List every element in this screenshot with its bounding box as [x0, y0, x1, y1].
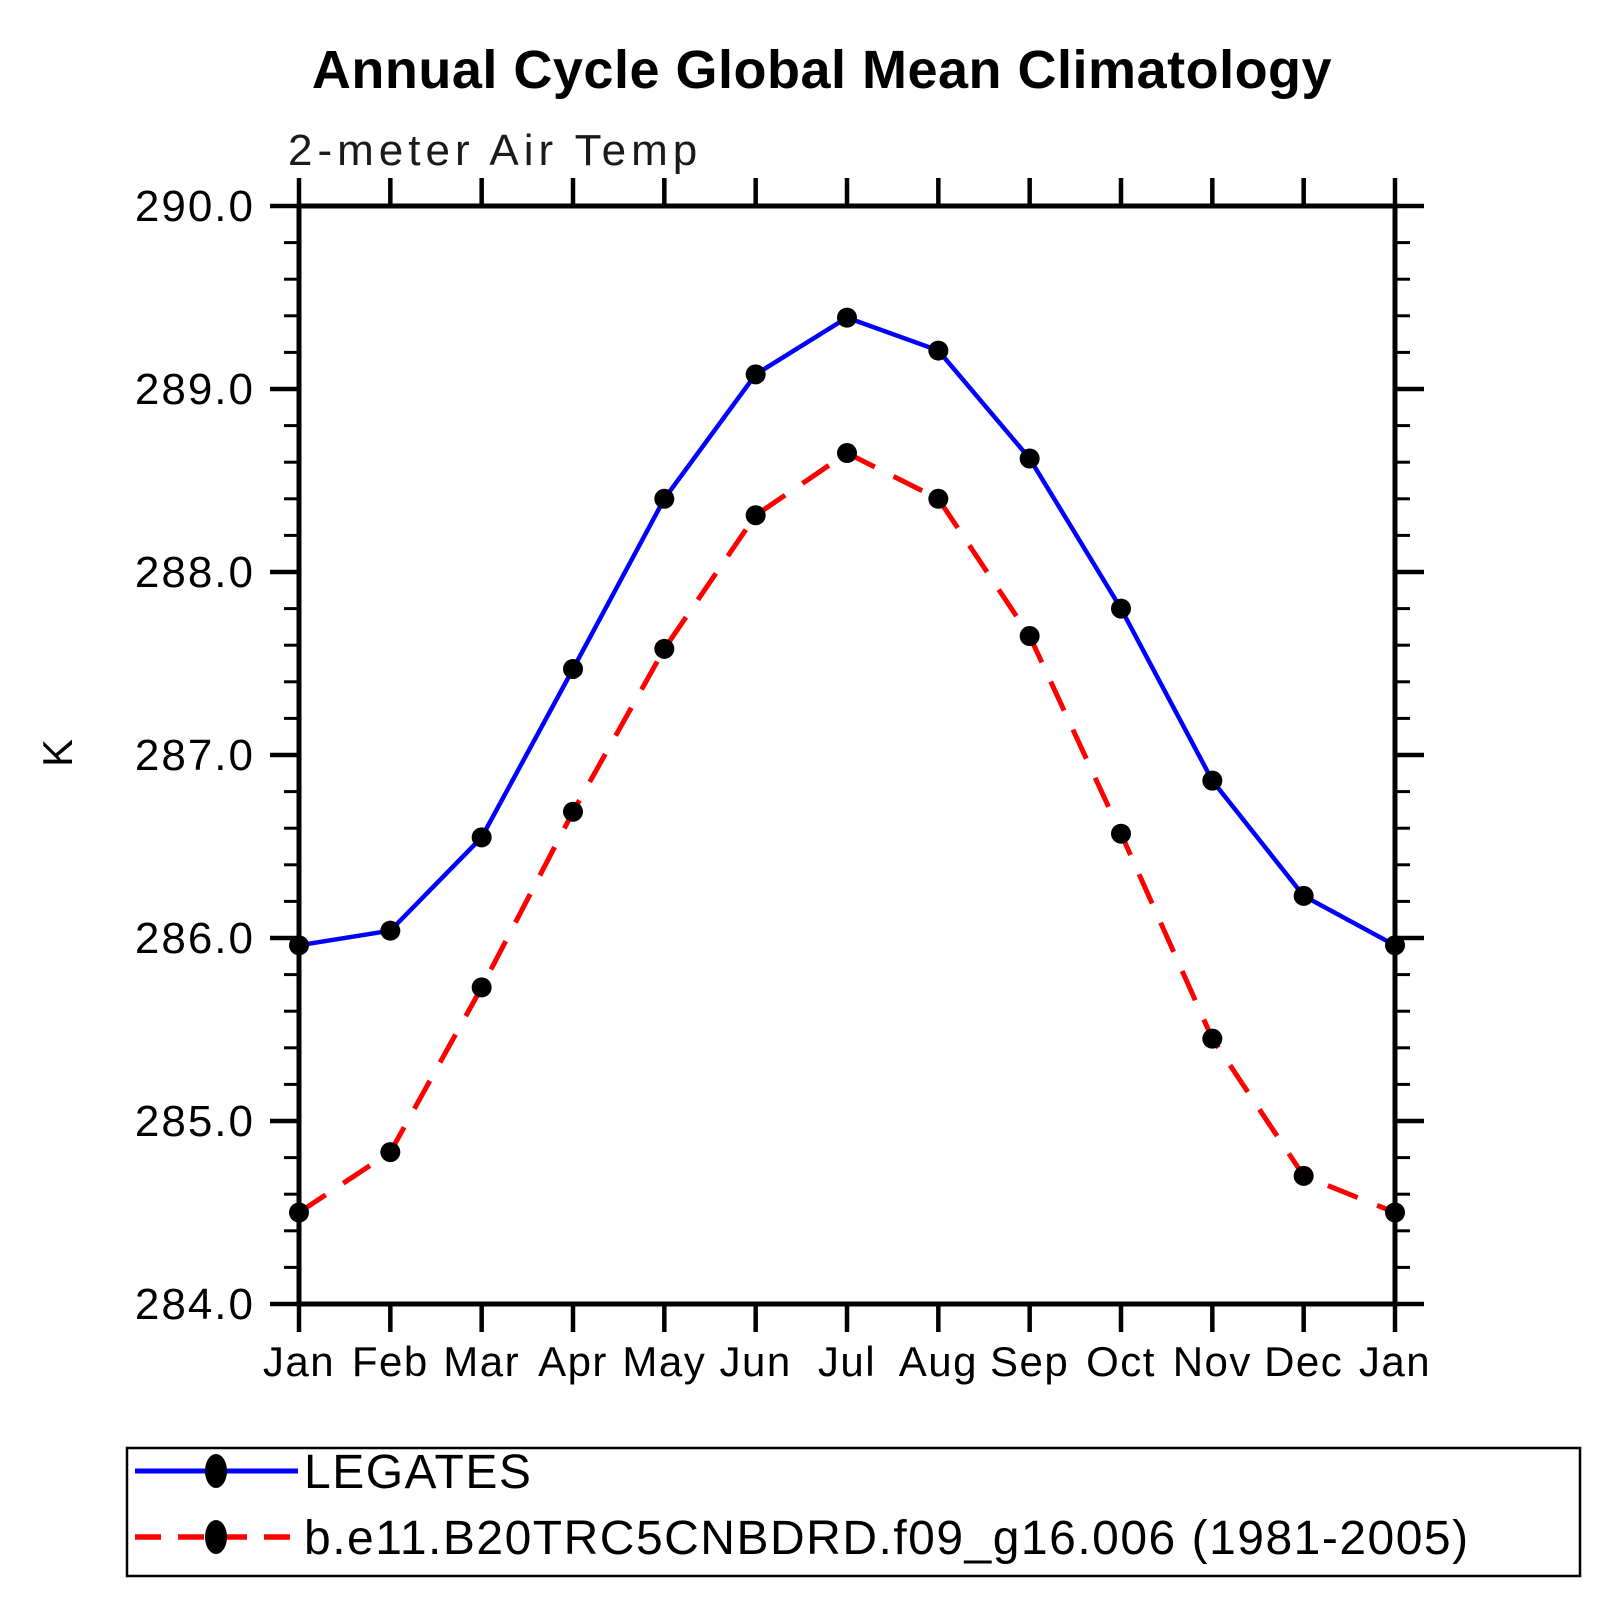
series-line-1	[297, 450, 1396, 1215]
x-tick-label: Apr	[538, 1338, 608, 1385]
x-tick-label: Aug	[899, 1338, 978, 1385]
data-point-marker-series-1	[1385, 1202, 1405, 1223]
x-tick-label: Jun	[720, 1338, 792, 1385]
data-point-marker-series-1	[1293, 1165, 1314, 1186]
chart-title: Annual Cycle Global Mean Climatology	[312, 40, 1332, 100]
data-point-marker-series-1	[745, 505, 766, 526]
x-tick-label: Dec	[1264, 1338, 1343, 1385]
x-tick-label: Nov	[1173, 1338, 1252, 1385]
x-tick-label: Feb	[352, 1338, 429, 1385]
data-point-marker-series-0	[654, 488, 675, 509]
data-point-marker-series-0	[380, 920, 401, 941]
y-tick-label: 287.0	[135, 731, 255, 780]
x-tick-label: Jul	[818, 1338, 876, 1385]
data-point-marker-series-1	[654, 638, 675, 659]
y-tick-label: 286.0	[135, 914, 255, 963]
data-point-marker-series-0	[1111, 598, 1131, 619]
y-tick-label: 288.0	[135, 548, 255, 597]
data-point-marker-series-0	[745, 364, 766, 385]
data-point-marker-series-0	[837, 307, 857, 328]
legend-box	[125, 1446, 1582, 1578]
legend-item-legates: LEGATES	[135, 1446, 532, 1499]
data-point-marker-series-1	[380, 1142, 401, 1163]
data-point-marker-series-1	[563, 801, 583, 822]
data-point-marker-series-1	[1019, 626, 1040, 647]
data-point-marker-series-0	[289, 935, 309, 956]
data-point-marker-series-0	[1293, 885, 1314, 906]
data-point-marker-series-0	[1385, 935, 1405, 956]
x-tick-label: Sep	[990, 1338, 1069, 1385]
data-point-marker-series-0	[1019, 448, 1040, 469]
x-tick-label: Jan	[1359, 1338, 1431, 1385]
x-tick-label: May	[622, 1338, 706, 1385]
x-tick-label: Mar	[443, 1338, 520, 1385]
y-tick-label: 285.0	[135, 1097, 255, 1146]
data-point-marker-series-0	[471, 827, 492, 848]
data-point-marker-series-0	[563, 658, 583, 679]
plot-area: 284.0 285.0 286.0 287.0 288.0 289.0 290.0 Jan Fe…	[135, 178, 1431, 1385]
x-tick-label: Jan	[263, 1338, 335, 1385]
series-line-0	[298, 315, 1397, 948]
legend: LEGATES b.e11.B20TRC5CNBDRD.f09_g16.006 …	[125, 1446, 1582, 1578]
legend-label-legates: LEGATES	[304, 1446, 532, 1499]
legend-label-model: b.e11.B20TRC5CNBDRD.f09_g16.006 (1981-20…	[304, 1512, 1470, 1565]
data-point-marker-series-0	[1202, 770, 1223, 791]
chart-subtitle: 2-meter Air Temp	[288, 126, 702, 175]
data-point-marker-series-0	[928, 340, 949, 361]
x-tick-label: Oct	[1086, 1338, 1156, 1385]
legend-marker-legates	[205, 1454, 227, 1488]
data-point-marker-series-1	[928, 488, 949, 509]
legend-item-model: b.e11.B20TRC5CNBDRD.f09_g16.006 (1981-20…	[135, 1512, 1470, 1565]
data-point-marker-series-1	[1202, 1028, 1223, 1049]
data-point-marker-series-1	[289, 1202, 309, 1223]
plot-frame	[296, 203, 1398, 1307]
data-point-marker-series-1	[837, 443, 857, 464]
legend-marker-model	[205, 1520, 227, 1554]
y-tick-label: 290.0	[135, 182, 255, 231]
y-tick-label: 284.0	[135, 1280, 255, 1329]
data-point-marker-series-1	[1111, 823, 1131, 844]
y-tick-label: 289.0	[135, 365, 255, 414]
data-point-marker-series-1	[471, 977, 492, 998]
y-axis-unit-label: K	[34, 737, 81, 767]
